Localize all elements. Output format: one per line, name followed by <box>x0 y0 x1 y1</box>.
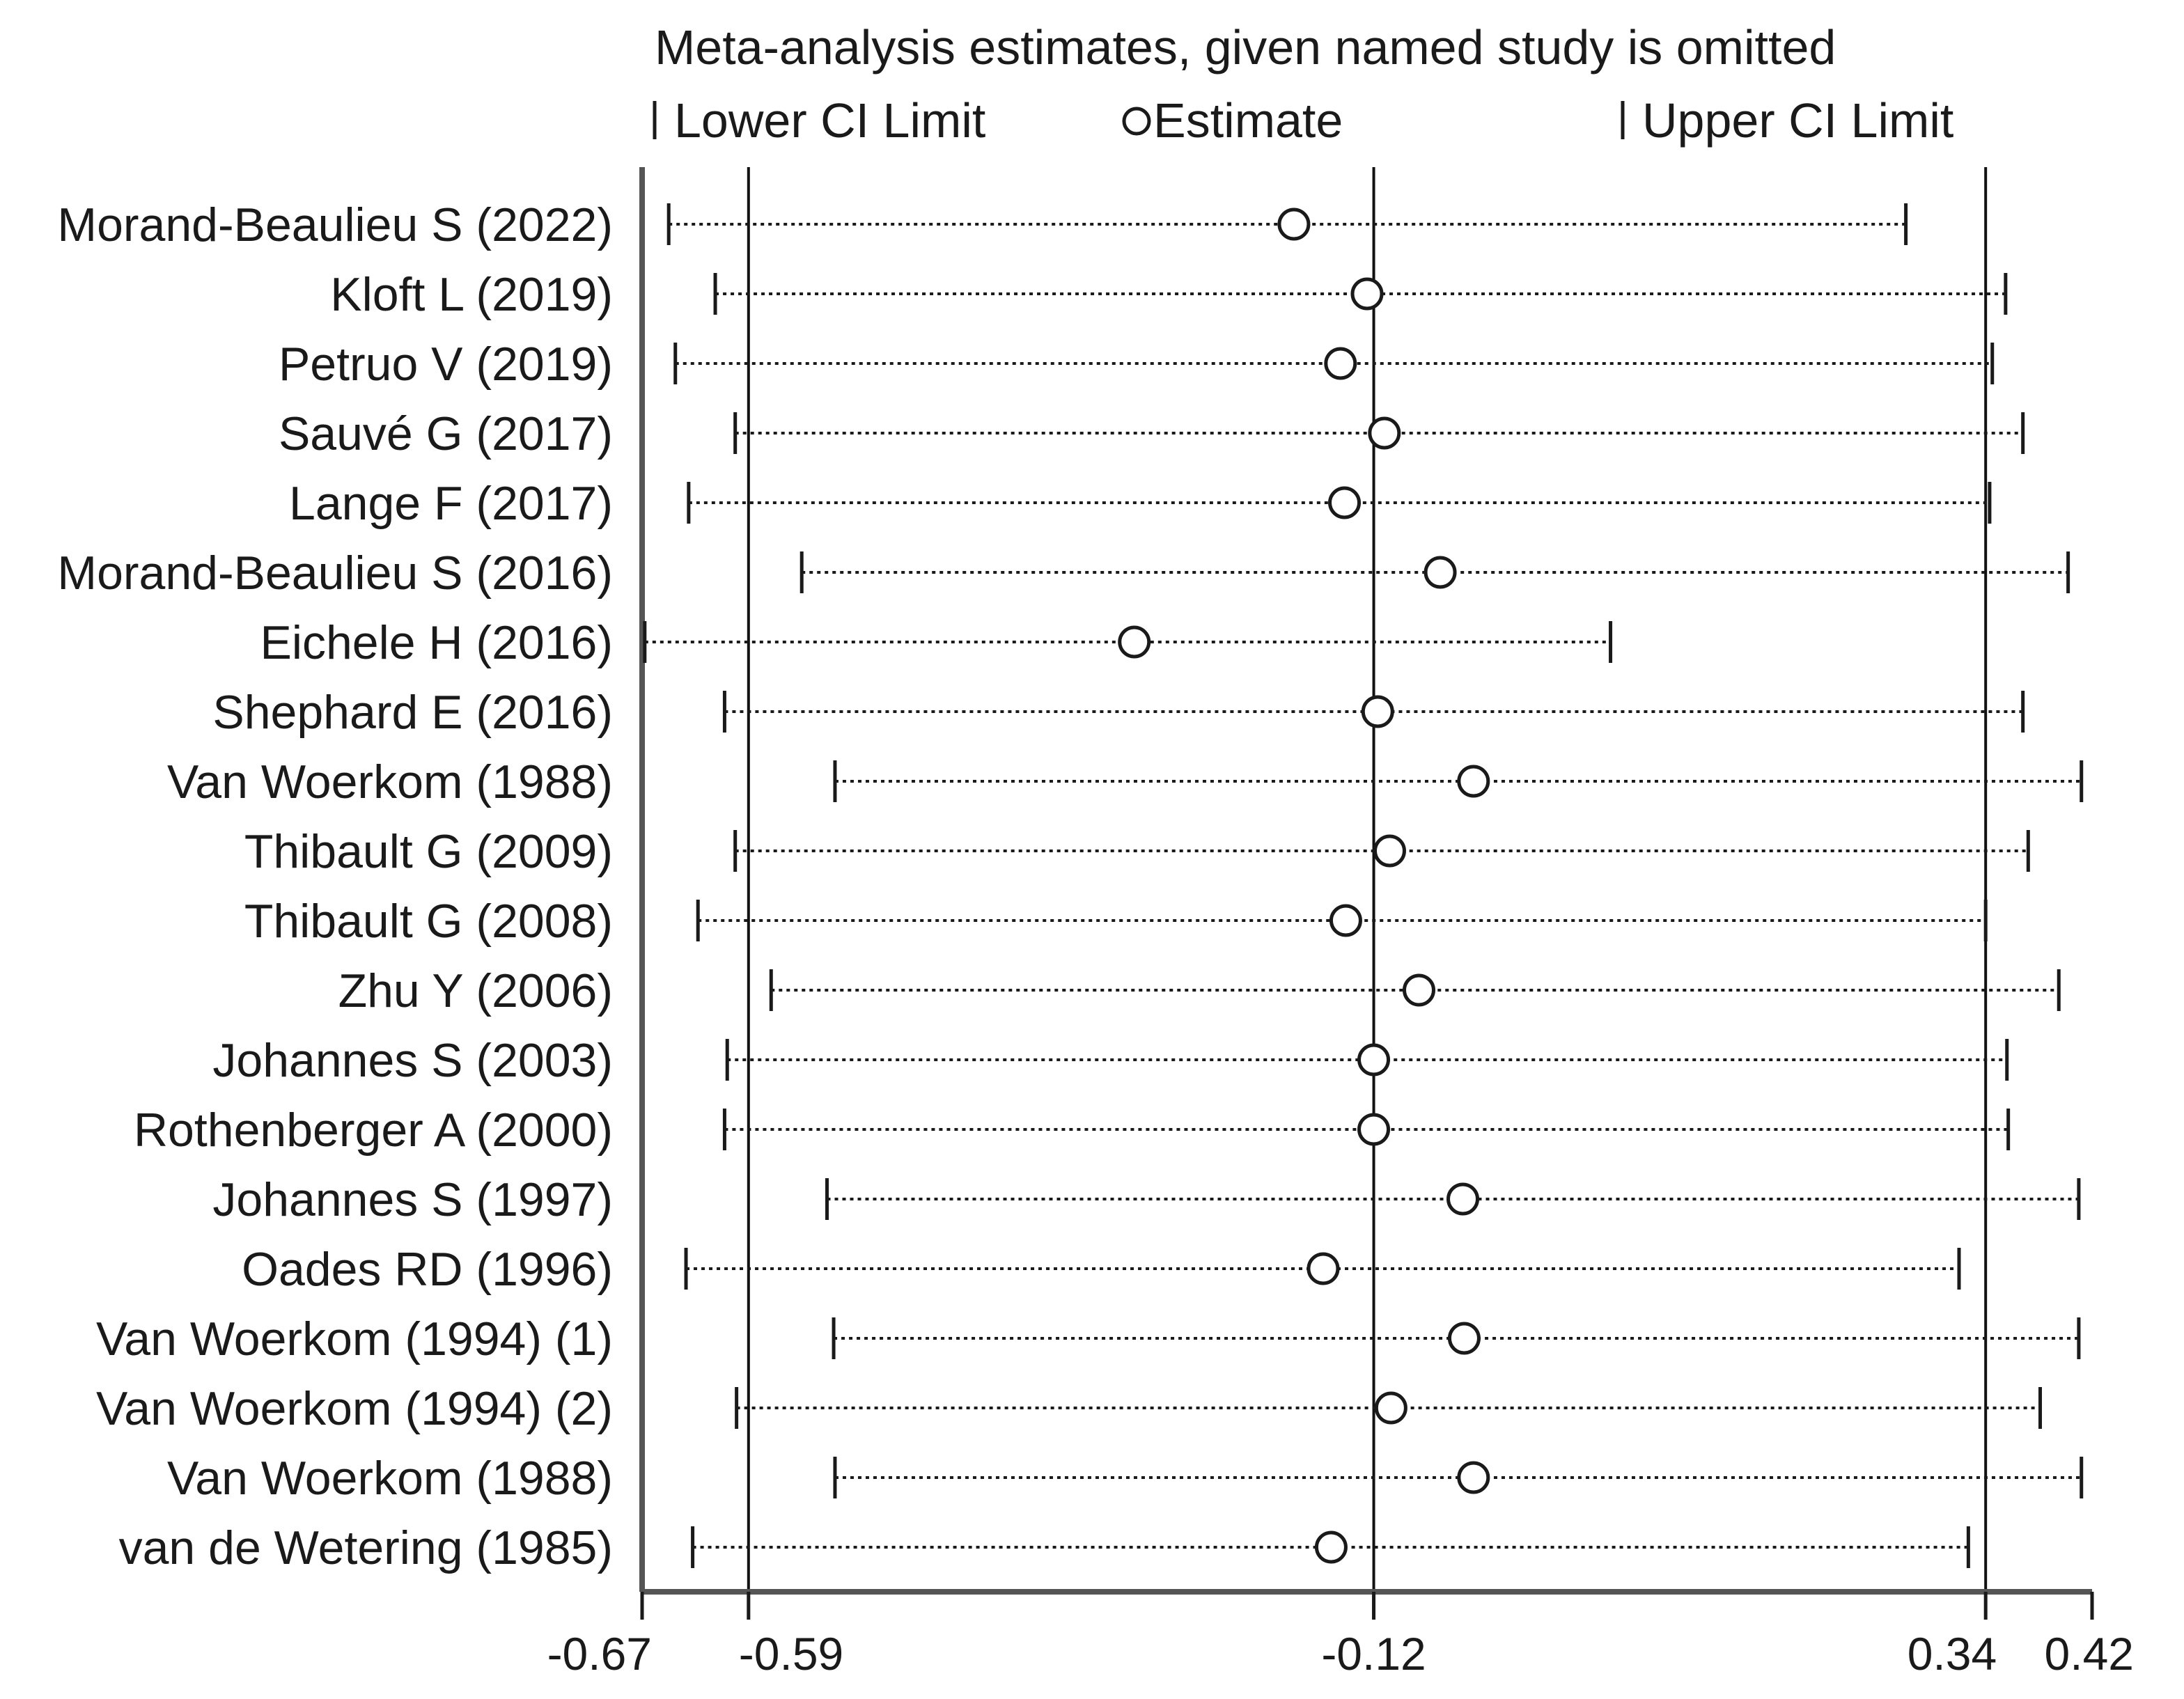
legend-estimate-marker <box>1122 107 1151 136</box>
study-row: Shephard E (2016) <box>212 686 2025 739</box>
study-label: Kloft L (2019) <box>330 268 613 321</box>
study-row: Oades RD (1996) <box>242 1243 1961 1296</box>
study-row: Eichele H (2016) <box>260 616 1613 669</box>
study-row: Thibault G (2009) <box>244 825 2030 878</box>
x-tick-label: -0.67 <box>547 1628 652 1680</box>
legend-estimate-label: Estimate <box>1153 93 1343 148</box>
legend-lower-label: Lower CI Limit <box>674 93 985 148</box>
estimate-marker <box>1457 1461 1490 1494</box>
estimate-marker <box>1368 416 1401 450</box>
study-row: Rothenberger A (2000) <box>134 1104 2011 1157</box>
study-row: van de Wetering (1985) <box>119 1521 1970 1574</box>
x-tick-label: 0.34 <box>1908 1628 1997 1680</box>
study-label: Petruo V (2019) <box>279 338 613 391</box>
study-row: Morand-Beaulieu S (2016) <box>57 547 2070 600</box>
study-label: Thibault G (2009) <box>244 825 613 878</box>
study-label: Rothenberger A (2000) <box>134 1104 613 1157</box>
estimate-marker <box>1402 973 1435 1007</box>
study-row: Zhu Y (2006) <box>338 964 2061 1017</box>
study-label: Eichele H (2016) <box>260 616 613 669</box>
estimate-marker <box>1457 765 1490 798</box>
study-label: Van Woerkom (1994) (2) <box>96 1382 613 1435</box>
study-label: Morand-Beaulieu S (2016) <box>57 547 613 600</box>
study-row: Van Woerkom (1994) (1) <box>96 1313 2081 1365</box>
legend: Lower CI Limit Estimate Upper CI Limit <box>653 93 1953 148</box>
estimate-marker <box>1328 486 1362 519</box>
study-row: Lange F (2017) <box>289 477 1992 530</box>
estimate-marker <box>1424 556 1457 589</box>
study-row: Van Woerkom (1994) (2) <box>96 1382 2043 1435</box>
study-rows: Morand-Beaulieu S (2022) Kloft L (2019) Pe… <box>57 198 2084 1574</box>
study-label: Shephard E (2016) <box>212 686 613 739</box>
estimate-marker <box>1350 277 1384 311</box>
study-row: Van Woerkom (1988) <box>167 1452 2084 1505</box>
study-label: Lange F (2017) <box>289 477 613 530</box>
estimate-marker <box>1447 1322 1481 1355</box>
study-label: van de Wetering (1985) <box>119 1521 613 1574</box>
legend-upper-label: Upper CI Limit <box>1642 93 1953 148</box>
study-label: Oades RD (1996) <box>242 1243 613 1296</box>
study-label: Sauvé G (2017) <box>279 407 613 460</box>
study-label: Van Woerkom (1988) <box>167 755 613 808</box>
x-tick-label: -0.12 <box>1321 1628 1426 1680</box>
estimate-marker <box>1306 1252 1340 1285</box>
study-row: Thibault G (2008) <box>244 895 1988 948</box>
estimate-marker <box>1118 625 1151 659</box>
estimate-marker <box>1357 1113 1391 1146</box>
estimate-marker <box>1357 1043 1391 1076</box>
study-row: Morand-Beaulieu S (2022) <box>57 198 1908 251</box>
study-row: Petruo V (2019) <box>279 338 1995 391</box>
estimate-marker <box>1374 1391 1407 1425</box>
study-label: Zhu Y (2006) <box>338 964 613 1017</box>
study-label: Johannes S (2003) <box>212 1034 613 1087</box>
study-row: Sauvé G (2017) <box>279 407 2025 460</box>
estimate-marker <box>1329 904 1362 937</box>
estimate-marker <box>1277 208 1311 241</box>
study-row: Kloft L (2019) <box>330 268 2008 321</box>
estimate-marker <box>1373 834 1406 868</box>
estimate-marker <box>1361 695 1394 728</box>
study-label: Thibault G (2008) <box>244 895 613 948</box>
estimate-marker <box>1446 1182 1480 1216</box>
study-label: Johannes S (1997) <box>212 1173 613 1226</box>
chart-title: Meta-analysis estimates, given named stu… <box>655 20 1836 75</box>
x-axis: -0.67 -0.59 -0.12 0.34 0.42 <box>547 1589 2134 1680</box>
study-label: Morand-Beaulieu S (2022) <box>57 198 613 251</box>
study-row: Johannes S (2003) <box>212 1034 2009 1087</box>
reference-lines <box>747 167 1988 1592</box>
study-row: Van Woerkom (1988) <box>167 755 2084 808</box>
study-label: Van Woerkom (1988) <box>167 1452 613 1505</box>
x-tick-label: 0.42 <box>2045 1628 2134 1680</box>
study-label: Van Woerkom (1994) (1) <box>96 1313 613 1365</box>
study-row: Johannes S (1997) <box>212 1173 2081 1226</box>
estimate-marker <box>1314 1530 1348 1564</box>
x-tick-label: -0.59 <box>739 1628 843 1680</box>
estimate-marker <box>1324 347 1357 380</box>
